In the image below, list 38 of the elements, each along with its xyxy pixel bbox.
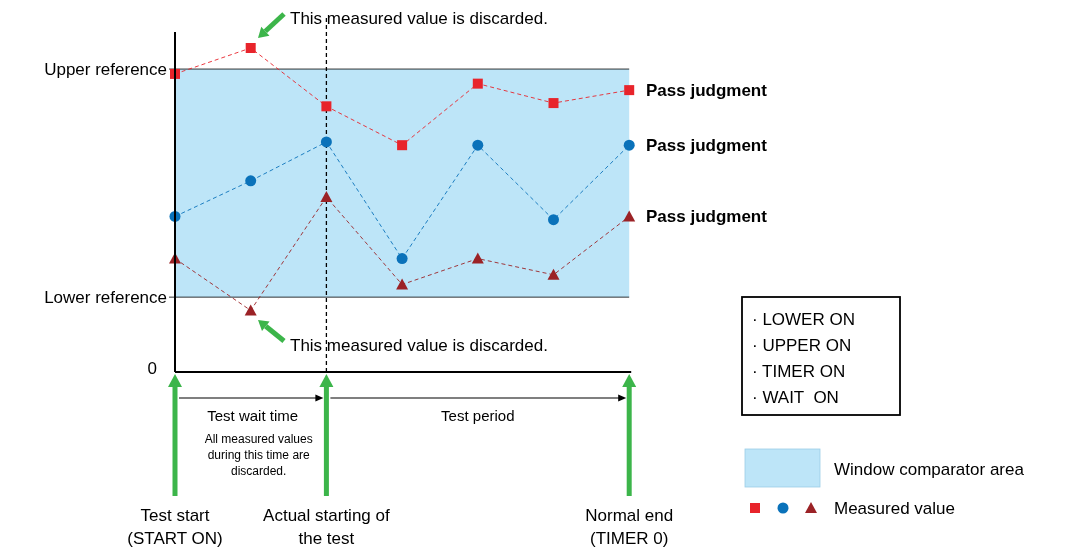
annotation: This measured value is discarded. [290,336,548,355]
point [548,214,559,226]
point [547,268,560,280]
text: Pass judgment [646,207,768,227]
point [245,175,257,187]
point [245,43,256,53]
point [320,136,332,148]
text: Test start (START ON) [127,506,223,548]
point [548,98,559,109]
text: Test period [441,407,515,424]
ref-line-label: Upper reference [44,60,167,80]
point [396,253,408,265]
point [244,304,257,316]
text: · TIMER ON [752,362,846,381]
text: Pass judgment [646,81,768,101]
point [623,139,635,151]
point [623,210,636,222]
ref-line-label: Lower reference [44,288,167,308]
text: · WAIT ON [752,388,839,407]
point [396,278,409,290]
point [471,252,484,264]
text: Window comparator area [834,460,1025,479]
text: Actual starting of the test [263,506,390,548]
point [624,85,635,96]
text: Measured value [834,499,955,518]
text: Normal end (TIMER 0) [585,506,674,548]
point [472,78,483,89]
text: Test wait time [207,407,299,424]
point [397,140,408,151]
text: 0 [147,359,157,378]
text: This measured value is discarded. [290,9,548,28]
text: All measured values during this time are discarded. [204,432,313,478]
point [472,139,484,151]
point [320,191,333,203]
point [321,101,332,112]
text: · UPPER ON [752,336,852,355]
text: · LOWER ON [752,310,855,329]
text: Pass judgment [646,136,768,156]
